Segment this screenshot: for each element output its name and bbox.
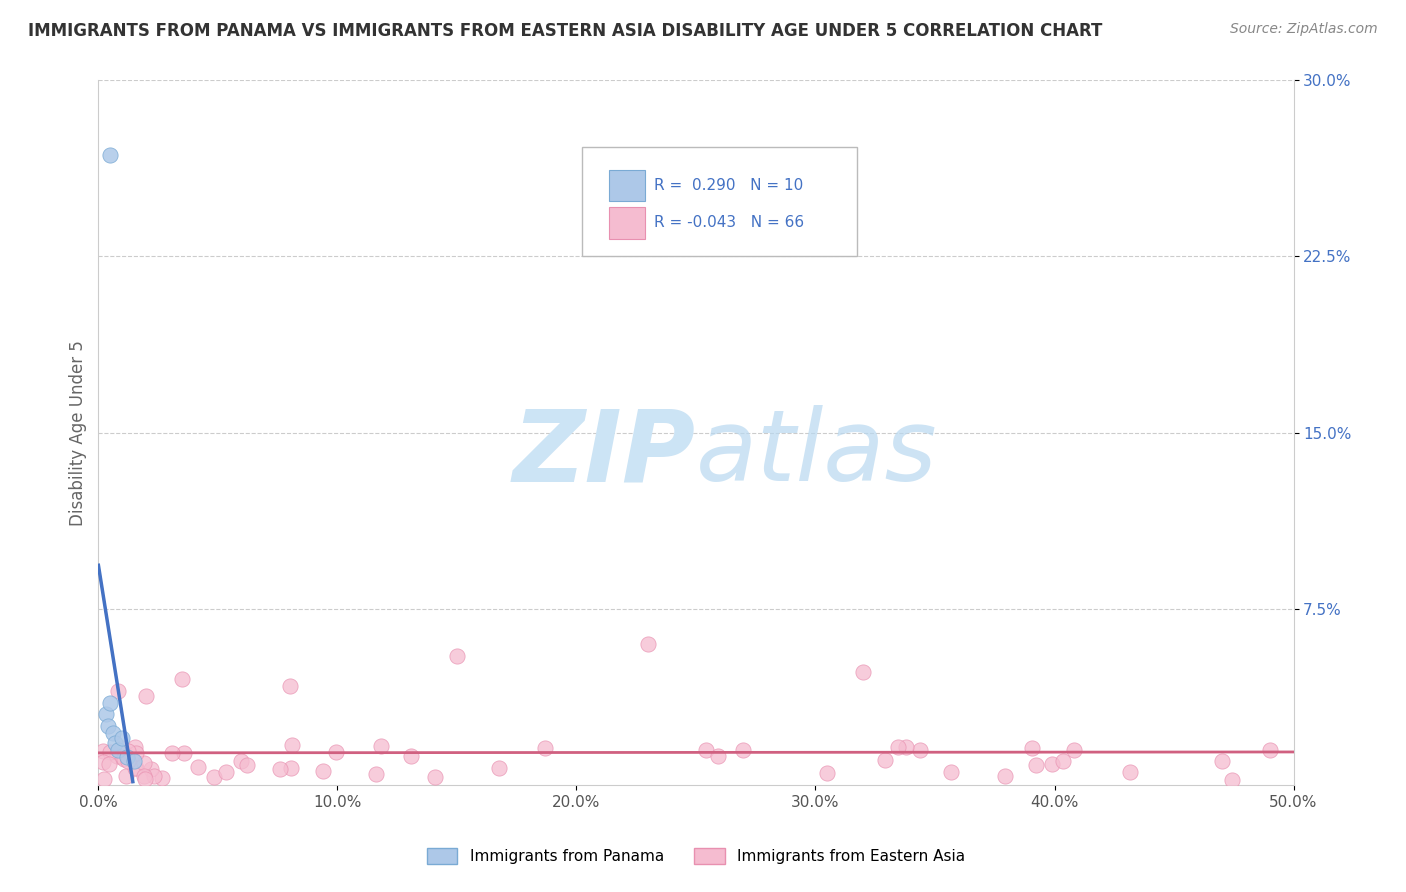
Point — [172, 673, 194, 687]
Point — [98, 696, 122, 710]
Point — [852, 665, 875, 680]
Point — [117, 754, 139, 768]
Point — [534, 740, 557, 755]
Point — [105, 749, 128, 764]
Point — [1211, 755, 1233, 769]
Point — [280, 761, 302, 775]
Point — [112, 752, 135, 766]
Point — [399, 749, 422, 764]
Point — [817, 766, 839, 780]
Point — [1118, 764, 1140, 779]
Text: ZIP: ZIP — [513, 405, 696, 502]
Point — [269, 763, 291, 777]
Y-axis label: Disability Age Under 5: Disability Age Under 5 — [69, 340, 87, 525]
Point — [143, 769, 166, 783]
Point — [91, 744, 114, 758]
Point — [98, 148, 122, 162]
Point — [98, 745, 121, 759]
Point — [117, 744, 139, 758]
Point — [215, 764, 238, 779]
Point — [124, 761, 146, 775]
Text: Source: ZipAtlas.com: Source: ZipAtlas.com — [1230, 22, 1378, 37]
Text: atlas: atlas — [696, 405, 938, 502]
Point — [1040, 757, 1063, 772]
Legend: Immigrants from Panama, Immigrants from Eastern Asia: Immigrants from Panama, Immigrants from … — [420, 842, 972, 870]
Point — [135, 689, 157, 703]
Point — [312, 764, 335, 778]
Point — [370, 739, 392, 753]
FancyBboxPatch shape — [582, 147, 858, 257]
Point — [731, 743, 754, 757]
Point — [1220, 772, 1243, 787]
Point — [425, 770, 447, 784]
Point — [202, 771, 225, 785]
Point — [281, 739, 304, 753]
Point — [162, 746, 184, 760]
Point — [446, 648, 468, 663]
Point — [695, 743, 717, 757]
Point — [97, 757, 120, 772]
Point — [104, 736, 127, 750]
FancyBboxPatch shape — [609, 169, 644, 202]
Point — [93, 772, 115, 787]
Point — [1025, 757, 1047, 772]
FancyBboxPatch shape — [609, 207, 644, 239]
Point — [101, 726, 124, 740]
Point — [1258, 742, 1281, 756]
Point — [894, 739, 917, 754]
Point — [115, 749, 138, 764]
Point — [1052, 754, 1074, 768]
Point — [488, 761, 510, 775]
Point — [1021, 740, 1043, 755]
Point — [994, 769, 1017, 783]
Point — [941, 764, 963, 779]
Point — [187, 760, 209, 774]
Point — [231, 754, 253, 768]
Point — [637, 637, 659, 651]
Point — [111, 740, 134, 755]
Point — [125, 761, 148, 775]
Point — [107, 742, 129, 756]
Point — [97, 719, 120, 733]
Point — [707, 749, 730, 764]
Text: R = -0.043   N = 66: R = -0.043 N = 66 — [654, 215, 804, 230]
Point — [111, 731, 134, 745]
Point — [366, 767, 388, 781]
Point — [124, 739, 146, 754]
Point — [873, 753, 896, 767]
Point — [141, 762, 163, 776]
Point — [910, 743, 932, 757]
Point — [173, 746, 195, 760]
Point — [132, 756, 155, 770]
Point — [150, 771, 173, 785]
Text: IMMIGRANTS FROM PANAMA VS IMMIGRANTS FROM EASTERN ASIA DISABILITY AGE UNDER 5 CO: IMMIGRANTS FROM PANAMA VS IMMIGRANTS FRO… — [28, 22, 1102, 40]
Point — [886, 739, 908, 754]
Text: R =  0.290   N = 10: R = 0.290 N = 10 — [654, 178, 803, 193]
Point — [91, 755, 114, 769]
Point — [124, 755, 146, 769]
Point — [1063, 742, 1085, 756]
Point — [325, 745, 347, 759]
Point — [236, 757, 259, 772]
Point — [107, 684, 129, 698]
Point — [132, 769, 155, 783]
Point — [111, 749, 134, 764]
Point — [114, 769, 136, 783]
Point — [125, 747, 148, 761]
Point — [278, 679, 301, 693]
Point — [134, 772, 156, 786]
Point — [94, 707, 117, 722]
